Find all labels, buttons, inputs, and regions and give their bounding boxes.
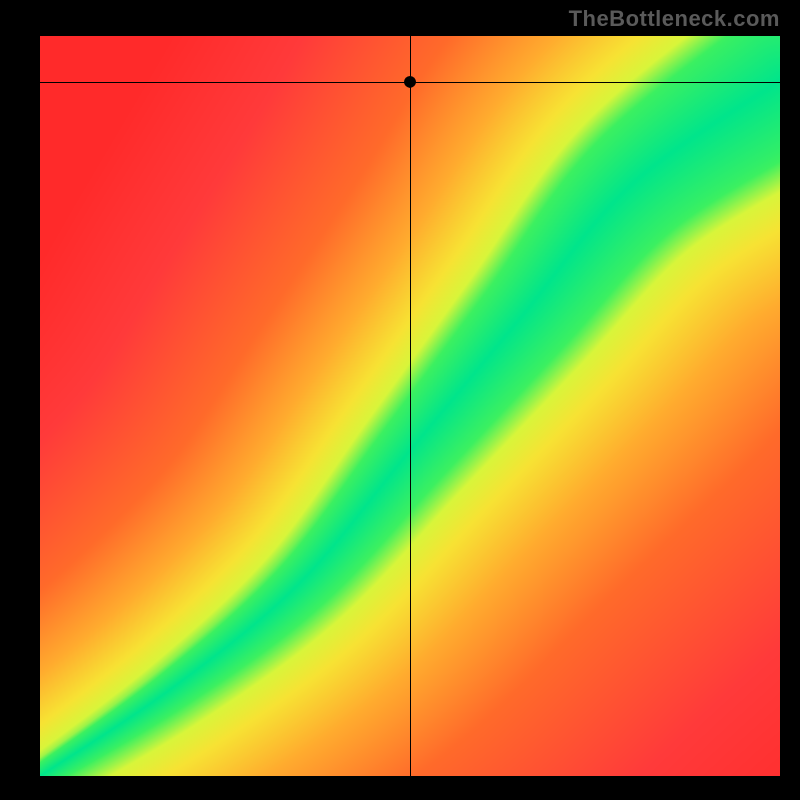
chart-container: TheBottleneck.com	[0, 0, 800, 800]
watermark-text: TheBottleneck.com	[569, 6, 780, 32]
bottleneck-heatmap	[0, 0, 800, 800]
